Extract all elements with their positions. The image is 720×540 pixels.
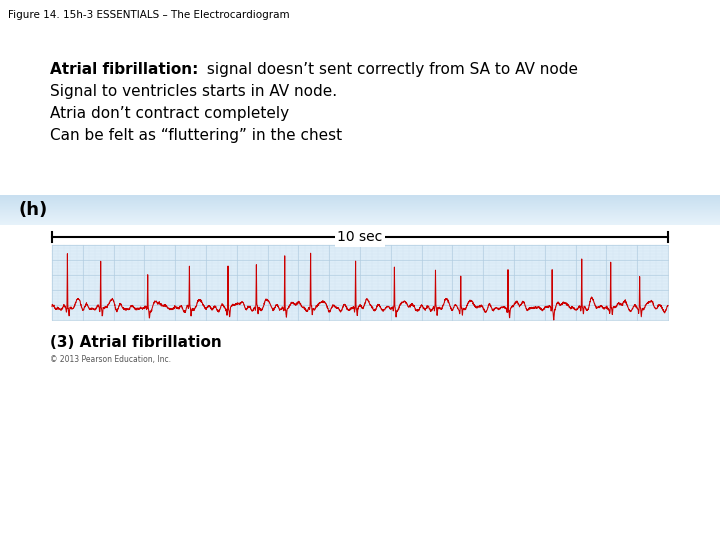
Bar <box>0 202 720 204</box>
Text: signal doesn’t sent correctly from SA to AV node: signal doesn’t sent correctly from SA to… <box>202 62 578 77</box>
Bar <box>0 201 720 203</box>
Bar <box>0 204 720 205</box>
Bar <box>0 206 720 207</box>
Bar <box>0 200 720 202</box>
Bar <box>0 212 720 213</box>
Bar <box>0 224 720 225</box>
Bar <box>0 205 720 206</box>
Text: Atrial fibrillation:: Atrial fibrillation: <box>50 62 199 77</box>
Bar <box>0 199 720 201</box>
Bar <box>0 195 720 197</box>
Bar <box>0 194 720 196</box>
Text: (3) Atrial fibrillation: (3) Atrial fibrillation <box>50 335 222 350</box>
Text: Figure 14. 15h-3 ESSENTIALS – The Electrocardiogram: Figure 14. 15h-3 ESSENTIALS – The Electr… <box>8 10 289 20</box>
Bar <box>0 222 720 224</box>
Bar <box>0 210 720 211</box>
Bar <box>0 217 720 218</box>
Text: (h): (h) <box>18 201 48 219</box>
Text: Can be felt as “fluttering” in the chest: Can be felt as “fluttering” in the chest <box>50 128 342 143</box>
Bar <box>0 218 720 219</box>
Bar <box>0 220 720 222</box>
Bar <box>0 208 720 210</box>
Bar <box>0 197 720 198</box>
Bar <box>0 214 720 216</box>
Text: Signal to ventricles starts in AV node.: Signal to ventricles starts in AV node. <box>50 84 337 99</box>
Text: © 2013 Pearson Education, Inc.: © 2013 Pearson Education, Inc. <box>50 355 171 364</box>
Bar <box>0 198 720 199</box>
Bar <box>0 207 720 209</box>
Bar <box>0 219 720 220</box>
Bar <box>0 215 720 217</box>
Bar <box>0 206 720 208</box>
Bar <box>0 211 720 212</box>
Text: 10 sec: 10 sec <box>338 230 382 244</box>
Bar <box>0 199 720 200</box>
Bar <box>52 245 668 320</box>
Text: Atria don’t contract completely: Atria don’t contract completely <box>50 106 289 121</box>
Bar <box>0 213 720 215</box>
Bar <box>0 213 720 214</box>
Bar <box>0 219 720 221</box>
Bar <box>0 221 720 223</box>
